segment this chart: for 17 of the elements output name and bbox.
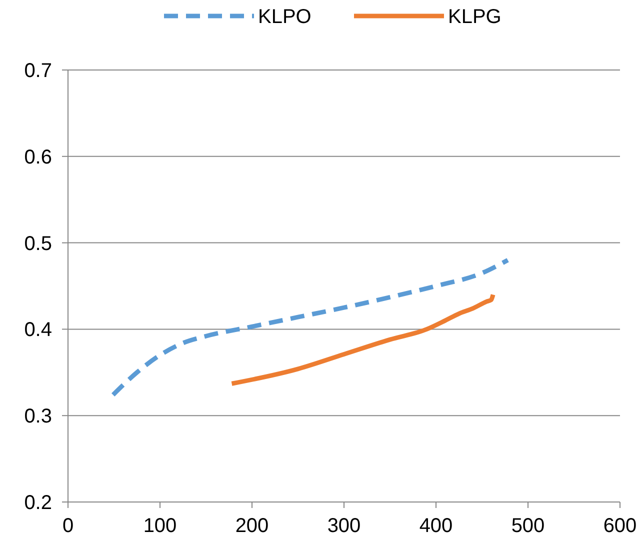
line-series: [110, 258, 510, 398]
x-tick-label: 400: [419, 515, 453, 537]
x-tick-label: 500: [511, 515, 545, 537]
x-tick-label: 600: [603, 515, 637, 537]
y-tick-label: 0.5: [24, 232, 52, 255]
x-tick-label: 200: [235, 515, 269, 537]
y-tick-label: 0.6: [24, 146, 52, 168]
y-tick-label: 0.7: [24, 60, 52, 82]
x-tick-label: 100: [143, 515, 177, 537]
x-tick-label: 300: [327, 515, 361, 537]
legend-label: KLPG: [448, 6, 502, 28]
legend-label: KLPO: [258, 6, 312, 28]
y-tick-label: 0.3: [24, 406, 52, 428]
line-series: [230, 292, 496, 386]
x-tick-label: 0: [62, 515, 74, 537]
y-tick-label: 0.4: [24, 319, 52, 342]
y-tick-label: 0.2: [24, 492, 52, 514]
